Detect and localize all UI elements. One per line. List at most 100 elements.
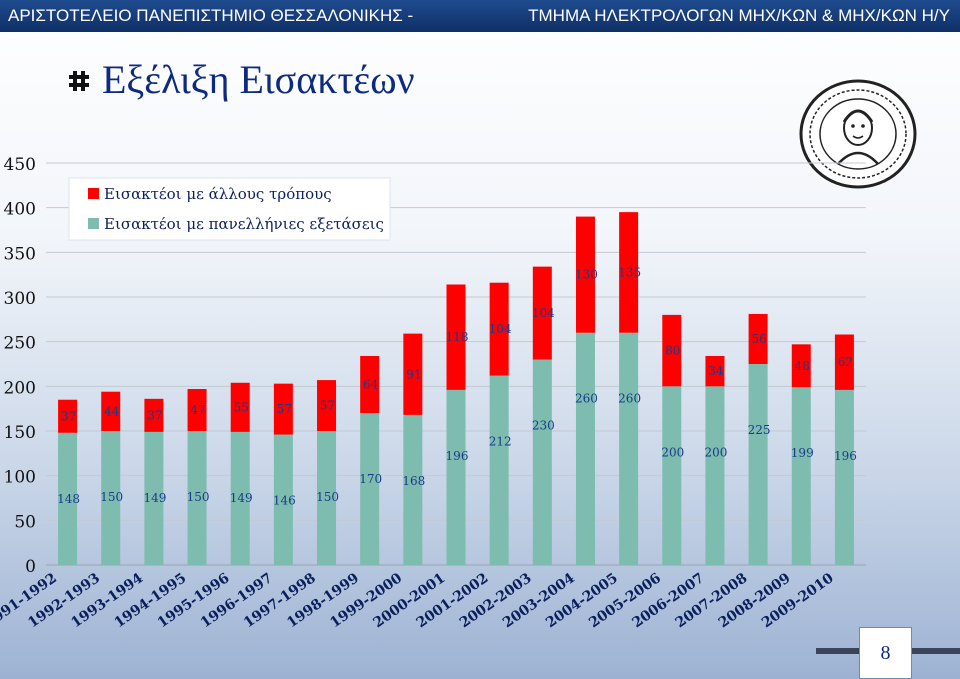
data-label-panhellenic: 212 xyxy=(489,435,512,449)
bar-other xyxy=(403,333,423,415)
bar-panhellenic xyxy=(489,375,509,565)
university-seal-icon xyxy=(799,79,917,189)
data-label-other: 135 xyxy=(618,265,641,279)
bar-other xyxy=(230,382,250,432)
bar-other xyxy=(834,334,854,390)
bar-other xyxy=(619,212,639,333)
admissions-chart: 148 37 150 44 149 37 150 47 149 55 146 57 150 57 170 64… xyxy=(0,155,866,631)
bar-panhellenic xyxy=(360,413,380,565)
data-label-panhellenic: 196 xyxy=(834,449,857,463)
bar-other xyxy=(101,391,121,431)
data-label-panhellenic: 199 xyxy=(791,446,814,460)
bar-panhellenic xyxy=(230,431,250,565)
header-bar: ΑΡΙΣΤΟΤΕΛΕΙΟ ΠΑΝΕΠΙΣΤΗΜΙΟ ΘΕΣΣΑΛΟΝΙΚΗΣ -… xyxy=(0,0,960,32)
data-label-other: 44 xyxy=(104,404,120,418)
y-tick-label: 200 xyxy=(4,378,36,398)
bar-panhellenic xyxy=(58,432,78,565)
y-tick-label: 50 xyxy=(14,512,36,532)
bar-panhellenic xyxy=(403,414,423,565)
data-label-panhellenic: 196 xyxy=(446,449,469,463)
y-axis-ticks: 0 50 100 150 200 250 300 350 400 450 xyxy=(4,155,36,577)
data-label-panhellenic: 150 xyxy=(100,490,123,504)
y-tick-label: 400 xyxy=(4,200,36,220)
data-label-other: 118 xyxy=(446,330,469,344)
data-label-panhellenic: 148 xyxy=(57,492,80,506)
data-label-panhellenic: 225 xyxy=(748,423,771,437)
data-label-other: 57 xyxy=(320,399,335,413)
data-label-other: 62 xyxy=(838,355,853,369)
data-label-panhellenic: 168 xyxy=(402,474,425,488)
data-label-panhellenic: 230 xyxy=(532,419,555,433)
page-number: 8 xyxy=(859,627,912,679)
bar-other xyxy=(791,344,811,388)
bar-other xyxy=(705,355,725,387)
chart-bars: 148 37 150 44 149 37 150 47 149 55 146 57 150 57 170 64… xyxy=(57,212,857,565)
data-label-other: 64 xyxy=(363,378,379,392)
bar-other xyxy=(748,313,768,364)
y-tick-label: 350 xyxy=(4,244,36,264)
x-axis-ticks: 1991-19921992-19931993-19941994-19951995… xyxy=(0,570,837,631)
legend-swatch xyxy=(88,218,99,229)
bar-panhellenic xyxy=(705,386,725,565)
data-label-other: 80 xyxy=(665,344,680,358)
hash-bullet-icon xyxy=(69,71,89,91)
bar-other xyxy=(360,355,380,414)
y-tick-label: 250 xyxy=(4,334,36,354)
bar-other xyxy=(575,216,595,333)
bar-other xyxy=(187,389,207,431)
institution-name: ΑΡΙΣΤΟΤΕΛΕΙΟ ΠΑΝΕΠΙΣΤΗΜΙΟ ΘΕΣΣΑΛΟΝΙΚΗΣ - xyxy=(8,6,414,25)
bar-panhellenic xyxy=(834,389,854,565)
bar-panhellenic xyxy=(662,386,682,565)
data-label-panhellenic: 200 xyxy=(661,445,684,459)
bar-other xyxy=(489,282,509,376)
legend-box xyxy=(68,177,391,241)
data-label-panhellenic: 149 xyxy=(143,491,166,505)
bar-other xyxy=(58,399,78,433)
bar-panhellenic xyxy=(187,431,207,565)
data-label-other: 56 xyxy=(751,332,766,346)
y-tick-label: 450 xyxy=(4,155,36,175)
legend-label: Εισακτέοι με άλλους τρόπους xyxy=(104,185,332,203)
data-label-panhellenic: 150 xyxy=(187,490,210,504)
data-label-panhellenic: 200 xyxy=(704,445,727,459)
y-tick-label: 150 xyxy=(4,423,36,443)
bar-panhellenic xyxy=(619,332,639,565)
data-label-other: 130 xyxy=(575,268,598,282)
chart-legend: Εισακτέοι με άλλους τρόπους Εισακτέοι με … xyxy=(68,177,391,241)
bar-panhellenic xyxy=(748,364,768,565)
legend-swatch xyxy=(88,188,99,199)
data-label-panhellenic: 149 xyxy=(230,491,253,505)
bar-panhellenic xyxy=(791,387,811,565)
bar-panhellenic xyxy=(273,434,293,565)
y-tick-label: 100 xyxy=(4,468,36,488)
data-label-other: 55 xyxy=(234,400,249,414)
bar-other xyxy=(317,380,337,431)
y-tick-label: 0 xyxy=(25,557,36,577)
data-label-panhellenic: 146 xyxy=(273,494,296,508)
data-label-other: 37 xyxy=(147,408,162,422)
bar-other xyxy=(662,314,682,387)
data-label-other: 104 xyxy=(489,322,512,336)
data-label-panhellenic: 260 xyxy=(575,392,598,406)
y-tick-label: 300 xyxy=(4,289,36,309)
bar-panhellenic xyxy=(144,431,164,565)
bar-panhellenic xyxy=(317,431,337,565)
bar-other xyxy=(532,266,552,360)
data-label-panhellenic: 150 xyxy=(316,490,339,504)
data-label-other: 48 xyxy=(795,359,810,373)
bar-other xyxy=(446,284,466,390)
legend-label: Εισακτέοι με πανελλήνιες εξετάσεις xyxy=(104,215,384,233)
bar-panhellenic xyxy=(101,431,121,565)
data-label-other: 104 xyxy=(532,306,555,320)
data-label-panhellenic: 260 xyxy=(618,392,641,406)
bar-panhellenic xyxy=(446,389,466,565)
data-label-other: 47 xyxy=(190,403,205,417)
data-label-other: 34 xyxy=(708,364,724,378)
data-label-other: 91 xyxy=(406,367,421,381)
page-title: Εξέλιξη Εισακτέων xyxy=(102,57,415,102)
bar-other xyxy=(273,383,293,435)
department-name: ΤΜΗΜΑ ΗΛΕΚΤΡΟΛΟΓΩΝ ΜΗΧ/ΚΩΝ & ΜΗΧ/ΚΩΝ Η/Υ xyxy=(528,6,950,25)
data-label-other: 37 xyxy=(61,409,76,423)
bar-panhellenic xyxy=(532,359,552,565)
data-label-other: 57 xyxy=(277,402,292,416)
